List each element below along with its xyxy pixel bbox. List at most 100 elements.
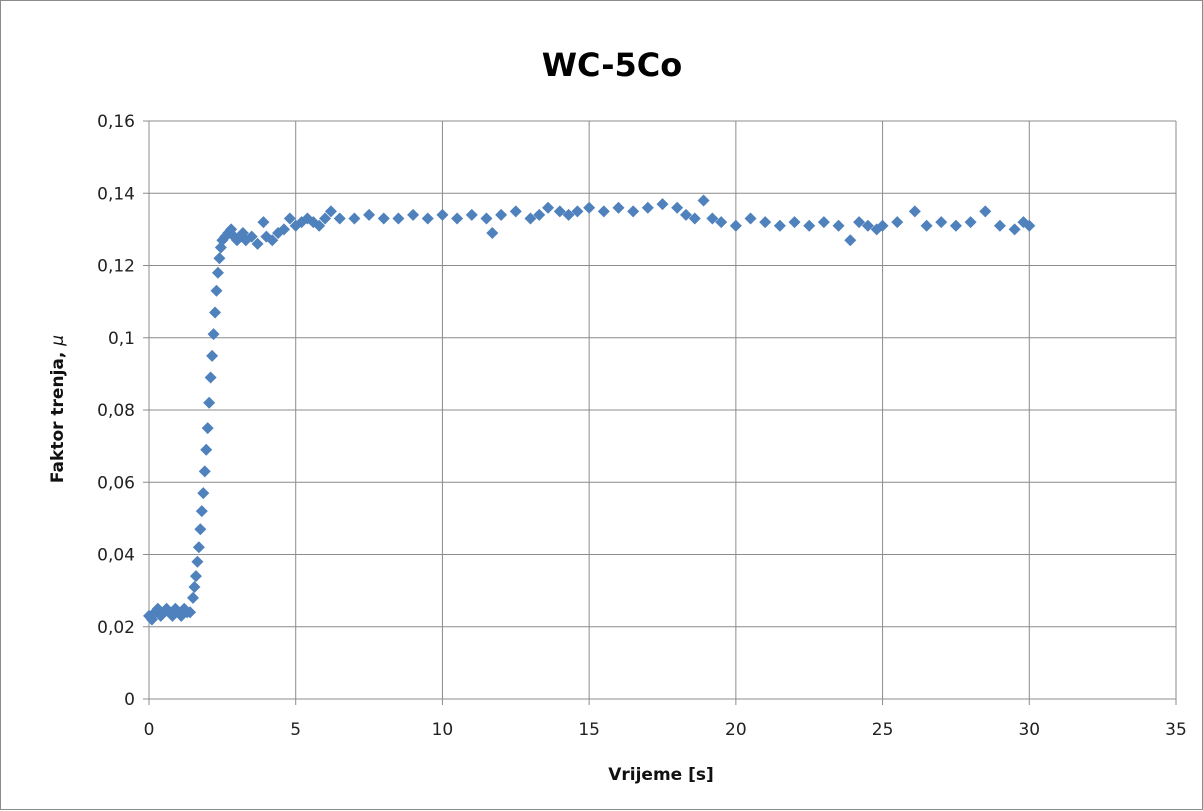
data-point <box>993 219 1006 232</box>
y-tick-label: 0,08 <box>97 401 135 421</box>
data-point <box>187 591 200 604</box>
y-tick-label: 0,14 <box>97 184 135 204</box>
data-point <box>421 212 434 225</box>
data-point <box>257 216 270 229</box>
data-point <box>204 371 217 384</box>
data-point <box>392 212 405 225</box>
data-point <box>200 443 213 456</box>
data-point <box>213 252 226 265</box>
data-point <box>964 216 977 229</box>
data-point <box>319 212 332 225</box>
data-point <box>266 234 279 247</box>
data-point <box>313 219 326 232</box>
data-point <box>671 201 684 214</box>
data-point <box>195 505 208 518</box>
data-point <box>706 212 719 225</box>
data-point <box>876 219 889 232</box>
data-point <box>203 396 216 409</box>
y-axis-title-text: Faktor trenja, <box>48 346 68 483</box>
data-point <box>1008 223 1021 236</box>
y-tick-label: 0,12 <box>97 257 135 277</box>
data-point <box>283 212 296 225</box>
data-point <box>348 212 361 225</box>
data-point <box>363 208 376 221</box>
data-point <box>192 541 205 554</box>
data-point <box>553 205 566 218</box>
data-point <box>744 212 757 225</box>
data-point <box>209 306 222 319</box>
x-tick-label: 10 <box>432 720 454 740</box>
data-point <box>486 226 499 239</box>
data-point <box>206 349 219 362</box>
data-point <box>495 208 508 221</box>
data-point <box>861 219 874 232</box>
data-point <box>853 216 866 229</box>
data-point <box>194 523 207 536</box>
y-tick-label: 0,04 <box>97 546 135 566</box>
x-tick-label: 5 <box>290 720 301 740</box>
y-tick-label: 0,06 <box>97 473 135 493</box>
data-point <box>184 606 197 619</box>
data-point <box>641 201 654 214</box>
data-point <box>377 212 390 225</box>
data-point <box>333 212 346 225</box>
data-point <box>210 284 223 297</box>
chart-title: WC-5Co <box>542 46 683 84</box>
data-point <box>891 216 904 229</box>
data-point <box>844 234 857 247</box>
axes <box>143 120 1177 705</box>
data-point <box>277 223 290 236</box>
data-points <box>143 194 1036 626</box>
data-point <box>627 205 640 218</box>
y-axis-title-symbol: μ <box>48 335 68 347</box>
x-tick-label: 35 <box>1165 720 1187 740</box>
data-point <box>583 201 596 214</box>
data-point <box>597 205 610 218</box>
y-axis-title: Faktor trenja, μ <box>48 335 68 483</box>
data-point <box>803 219 816 232</box>
tick-labels: 0 0,02 0,04 0,06 0,08 0,1 0,12 0,14 0,16 0 5 10 15 20… <box>97 112 1187 740</box>
data-point <box>191 555 204 568</box>
data-point <box>612 201 625 214</box>
x-tick-label: 20 <box>725 720 747 740</box>
data-point <box>788 216 801 229</box>
data-point <box>979 205 992 218</box>
data-point <box>920 219 933 232</box>
data-point <box>832 219 845 232</box>
data-point <box>542 201 555 214</box>
data-point <box>679 208 692 221</box>
data-point <box>697 194 710 207</box>
y-tick-label: 0,16 <box>97 112 135 132</box>
x-axis-title: Vrijeme [s] <box>608 765 714 785</box>
data-point <box>908 205 921 218</box>
data-point <box>465 208 478 221</box>
data-point <box>188 581 201 594</box>
x-tick-label: 0 <box>144 720 155 740</box>
data-point <box>207 328 220 341</box>
data-point <box>773 219 786 232</box>
data-point <box>524 212 537 225</box>
data-point <box>729 219 742 232</box>
data-point <box>533 208 546 221</box>
data-point <box>201 422 214 435</box>
x-tick-label: 15 <box>578 720 600 740</box>
y-tick-label: 0,02 <box>97 618 135 638</box>
x-tick-label: 25 <box>872 720 894 740</box>
y-tick-label: 0 <box>124 690 135 710</box>
data-point <box>562 208 575 221</box>
y-tick-label: 0,1 <box>108 329 135 349</box>
data-point <box>715 216 728 229</box>
data-point <box>324 205 337 218</box>
data-point <box>436 208 449 221</box>
data-point <box>245 230 258 243</box>
data-point <box>688 212 701 225</box>
data-point <box>571 205 584 218</box>
data-point <box>480 212 493 225</box>
data-point <box>949 219 962 232</box>
data-point <box>251 237 264 250</box>
data-point <box>211 266 224 279</box>
data-point <box>509 205 522 218</box>
data-point <box>198 465 211 478</box>
